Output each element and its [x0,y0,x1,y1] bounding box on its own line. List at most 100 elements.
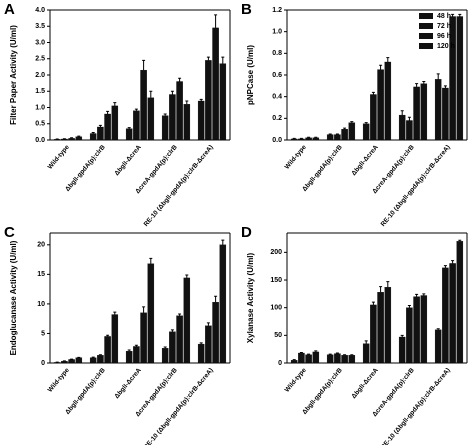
error-bar [149,90,153,98]
x-tick-label: Wild-type [284,144,308,171]
bar [140,312,147,364]
y-tick-label: 20 [37,242,45,249]
panel-label: B [241,1,252,18]
error-bar [149,257,153,264]
error-bar [77,135,81,137]
y-tick-label: 0.8 [272,50,282,57]
y-axis-label: Filter Paper Activity (U/ml) [9,25,18,125]
legend-swatch [419,43,433,49]
error-bar [221,56,225,64]
bar [104,336,111,364]
error-bar [314,136,318,138]
error-bar [98,354,102,356]
y-tick-label: 200 [270,249,282,256]
x-tick-label: Wild-type [47,367,71,394]
error-bar [163,346,167,349]
error-bar [386,281,390,288]
error-bar [113,102,117,106]
bar [97,355,104,364]
x-tick-label: RE-10 (ΔbglI-gpdA(p):clrB-ΔcreA) [380,367,452,445]
bar [147,263,155,364]
x-tick-label: ΔbglI-gpdA(p):clrB [301,367,344,416]
error-bar [142,59,146,71]
error-bar [451,13,455,17]
bar [456,16,464,141]
y-tick-label: 50 [274,332,282,339]
bar [176,81,183,141]
bar [348,355,356,364]
bar [420,295,428,364]
error-bar [407,116,411,121]
error-bar [299,351,303,354]
bar [61,361,68,364]
bar [434,329,442,364]
bar [97,126,104,141]
error-bar [307,353,311,355]
y-tick-label: 0.0 [35,137,45,144]
error-bar [163,113,167,116]
bar [377,292,384,364]
x-tick-label: RE-10 (ΔbglI-gpdA(p):clrB-ΔcreA) [380,144,452,228]
bar [89,133,97,141]
error-bar [299,137,303,139]
error-bar [314,350,318,352]
x-tick-label: ΔbglI-ΔcreA [350,367,380,400]
bar [370,94,377,141]
bar [169,94,176,141]
bar [341,129,348,141]
error-bar [415,83,419,87]
error-bar [127,127,131,129]
legend-label: 120 h [437,43,455,50]
error-bar [364,340,368,344]
x-tick-label: RE-10 (ΔbglI-gpdA(p):clrB-ΔcreA) [143,367,215,445]
error-bar [407,304,411,308]
legend-label: 96 h [437,33,451,40]
error-bar [199,98,203,101]
error-bar [214,295,218,303]
bar [298,138,305,141]
bar [370,304,377,364]
y-tick-label: 10 [37,301,45,308]
bar [147,97,155,141]
error-bar [451,260,455,264]
bar [161,115,169,141]
x-tick-label: RE-10 (ΔbglI-gpdA(p):clrB-ΔcreA) [143,144,215,228]
error-bar [185,274,189,278]
error-bar [170,329,174,332]
error-bar [350,354,354,356]
bar [362,123,370,141]
legend-swatch [419,33,433,39]
bar [176,315,183,364]
legend-label: 72 h [437,23,451,30]
bar [89,357,97,364]
x-tick-label: ΔbglI-ΔcreA [113,144,143,177]
bar [68,138,75,141]
error-bar [386,57,390,62]
bar [312,351,320,364]
error-bar [113,311,117,315]
bar [161,348,169,364]
bar [298,352,305,364]
error-bar [379,64,383,70]
bar [341,355,348,364]
bar [326,134,334,141]
error-bar [70,137,74,139]
bar [413,86,420,141]
bar [442,267,449,364]
y-tick-label: 15 [37,271,45,278]
bar [384,287,392,364]
bar [205,60,212,141]
y-tick-label: 1.2 [272,7,282,14]
error-bar [458,13,462,17]
error-bar [335,133,339,135]
error-bar [400,334,404,337]
y-tick-label: 150 [270,277,282,284]
error-bar [458,239,462,242]
y-tick-label: 4.0 [35,7,45,14]
y-tick-label: 0.4 [272,94,282,101]
error-bar [343,127,347,130]
error-bar [371,301,375,305]
y-tick-label: 0.0 [272,137,282,144]
y-axis-label: pNPCase (U/ml) [246,45,255,105]
error-bar [98,124,102,127]
